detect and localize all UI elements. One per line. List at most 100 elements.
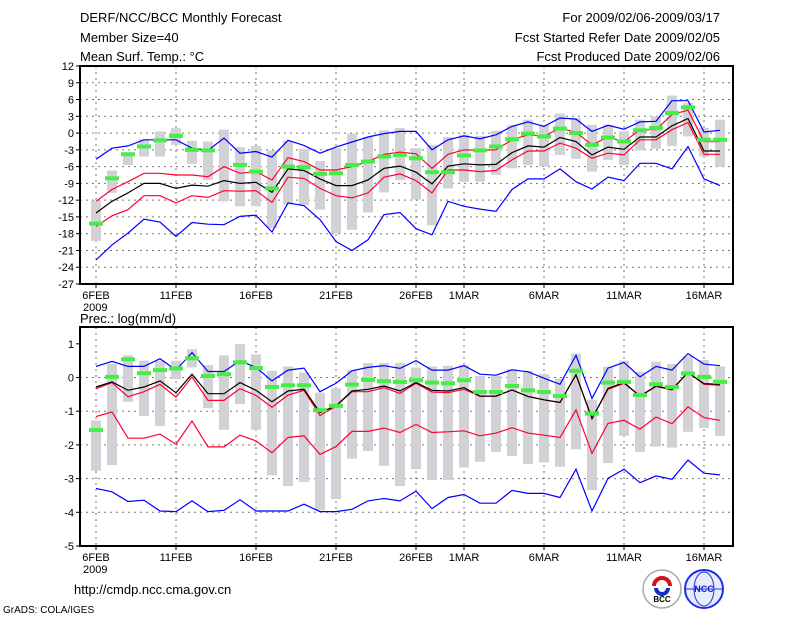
- x-tick-label: 21FEB: [319, 290, 353, 302]
- ensemble-range-bar: [219, 129, 229, 202]
- ensemble-range-bar: [251, 354, 261, 430]
- ensemble-range-bar: [459, 365, 469, 468]
- observed-marker: [713, 379, 727, 384]
- y-tick-label: -3: [64, 474, 74, 486]
- observed-marker: [233, 360, 247, 365]
- observed-marker: [681, 105, 695, 110]
- ensemble-range-bar: [667, 95, 677, 146]
- ensemble-range-bar: [187, 140, 197, 164]
- observed-marker: [297, 383, 311, 388]
- observed-marker: [585, 411, 599, 416]
- y-tick-label: -5: [64, 541, 74, 553]
- x-tick-label: 16MAR: [686, 290, 723, 302]
- ensemble-range-bar: [155, 360, 165, 427]
- y-tick-label: -1: [64, 406, 74, 418]
- observed-marker: [537, 134, 551, 139]
- observed-marker: [265, 186, 279, 191]
- ensemble-range-bar: [251, 145, 261, 207]
- observed-marker: [329, 171, 343, 176]
- ensemble-range-bar: [587, 399, 597, 491]
- observed-marker: [201, 373, 215, 378]
- observed-marker: [665, 384, 679, 389]
- source-url[interactable]: http://cmdp.ncc.cma.gov.cn: [74, 582, 231, 597]
- observed-marker: [665, 110, 679, 115]
- ensemble-range-bar: [571, 117, 581, 159]
- x-tick-label: 6FEB: [82, 552, 110, 564]
- ensemble-range-bar: [619, 360, 629, 436]
- observed-marker: [409, 378, 423, 383]
- observed-marker: [169, 133, 183, 138]
- observed-marker: [473, 148, 487, 153]
- series-line-mean: [95, 117, 720, 214]
- ensemble-range-bar: [603, 366, 613, 464]
- ensemble-range-bar: [331, 388, 341, 500]
- ncc-logo-text: NCC: [694, 584, 714, 594]
- x-tick-label: 11FEB: [160, 290, 193, 302]
- x-tick-label: 16FEB: [239, 290, 273, 302]
- plot-frame: [79, 326, 734, 547]
- ensemble-range-bar: [107, 170, 117, 193]
- observed-marker: [201, 148, 215, 153]
- ensemble-range-bar: [507, 125, 517, 169]
- observed-marker: [105, 374, 119, 379]
- observed-marker: [249, 169, 263, 174]
- ensemble-range-bar: [651, 116, 661, 149]
- observed-marker: [601, 380, 615, 385]
- ensemble-range-bar: [155, 131, 165, 157]
- observed-marker: [137, 144, 151, 149]
- observed-marker: [425, 380, 439, 385]
- x-tick-label: 1MAR: [449, 290, 480, 302]
- x-tick-label: 6MAR: [529, 552, 560, 564]
- y-tick-label: -24: [58, 262, 74, 274]
- observed-marker: [89, 221, 103, 226]
- ensemble-range-bar: [539, 124, 549, 167]
- observed-marker: [505, 137, 519, 142]
- ensemble-range-bar: [203, 365, 213, 409]
- ensemble-range-bar: [411, 367, 421, 470]
- y-tick-label: 1: [68, 339, 74, 351]
- ensemble-range-bar: [571, 353, 581, 450]
- x-tick-label: 26FEB: [399, 290, 433, 302]
- observed-marker: [713, 137, 727, 142]
- bcc-logo-text: BCC: [653, 595, 671, 604]
- y-tick-label: -3: [64, 145, 74, 157]
- ensemble-range-bar: [235, 147, 245, 207]
- series-line-max: [95, 100, 721, 160]
- ensemble-range-bar: [491, 375, 501, 452]
- observed-marker: [425, 170, 439, 175]
- observed-marker: [153, 138, 167, 143]
- observed-marker: [169, 366, 183, 371]
- observed-marker: [537, 390, 551, 395]
- series-line-mean-sd: [95, 109, 720, 202]
- ensemble-range-bar: [331, 148, 341, 234]
- observed-marker: [185, 147, 199, 152]
- ensemble-range-bar: [523, 119, 533, 165]
- observed-marker: [217, 372, 231, 377]
- observed-marker: [681, 371, 695, 376]
- observed-marker: [345, 382, 359, 387]
- observed-marker: [617, 139, 631, 144]
- ensemble-range-bar: [347, 369, 357, 459]
- observed-marker: [649, 382, 663, 387]
- ensemble-range-bar: [139, 360, 149, 416]
- ensemble-range-bar: [699, 128, 709, 157]
- y-tick-label: 6: [68, 95, 74, 107]
- observed-marker: [313, 408, 327, 413]
- ensemble-range-bar: [123, 152, 133, 165]
- observed-marker: [313, 171, 327, 176]
- observed-marker: [457, 378, 471, 383]
- observed-marker: [569, 368, 583, 373]
- y-tick-label: 0: [68, 373, 74, 385]
- ensemble-range-bar: [667, 364, 677, 448]
- ensemble-range-bar: [267, 370, 277, 476]
- y-tick-label: -9: [64, 178, 74, 190]
- ensemble-range-bar: [235, 344, 245, 405]
- ensemble-range-bar: [475, 375, 485, 462]
- ncc-logo: NCC: [684, 569, 724, 609]
- ensemble-range-bar: [107, 364, 117, 466]
- ensemble-range-bar: [427, 144, 437, 226]
- observed-marker: [185, 356, 199, 361]
- observed-marker: [649, 126, 663, 131]
